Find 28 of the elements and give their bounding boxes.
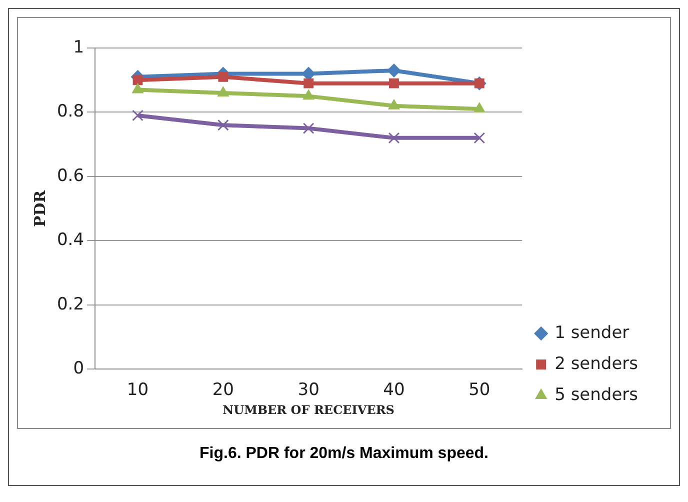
y-tick-label: 0.2 bbox=[56, 294, 84, 314]
point bbox=[474, 132, 486, 144]
point bbox=[302, 122, 314, 134]
y-tick-label: 0.8 bbox=[56, 102, 84, 122]
x-tick-label: 30 bbox=[298, 380, 320, 400]
x-axis-title: NUMBER OF RECEIVERS bbox=[222, 402, 394, 417]
y-tick-label: 1 bbox=[73, 37, 84, 58]
x-tick-label: 10 bbox=[126, 380, 149, 400]
y-axis-title: PDR bbox=[30, 190, 49, 227]
point bbox=[386, 63, 401, 78]
point bbox=[217, 119, 229, 131]
point bbox=[389, 78, 399, 88]
x-tick-label: 20 bbox=[212, 380, 234, 400]
point bbox=[132, 110, 144, 122]
x-tick-label: 50 bbox=[468, 380, 490, 400]
y-tick-label: 0.4 bbox=[56, 230, 84, 250]
point bbox=[473, 102, 486, 113]
x-tick-label: 40 bbox=[383, 380, 405, 400]
point bbox=[388, 132, 400, 144]
point bbox=[218, 72, 228, 82]
y-tick-label: 0 bbox=[73, 358, 84, 379]
legend-label: 5 senders bbox=[554, 384, 638, 405]
legend-label: 2 senders bbox=[554, 354, 638, 374]
caption: Fig.6. PDR for 20m/s Maximum speed. bbox=[198, 444, 490, 464]
point bbox=[132, 75, 143, 86]
point bbox=[304, 78, 314, 88]
y-tick-label: 0.6 bbox=[56, 166, 84, 186]
legend-label: 1 sender bbox=[554, 322, 630, 343]
